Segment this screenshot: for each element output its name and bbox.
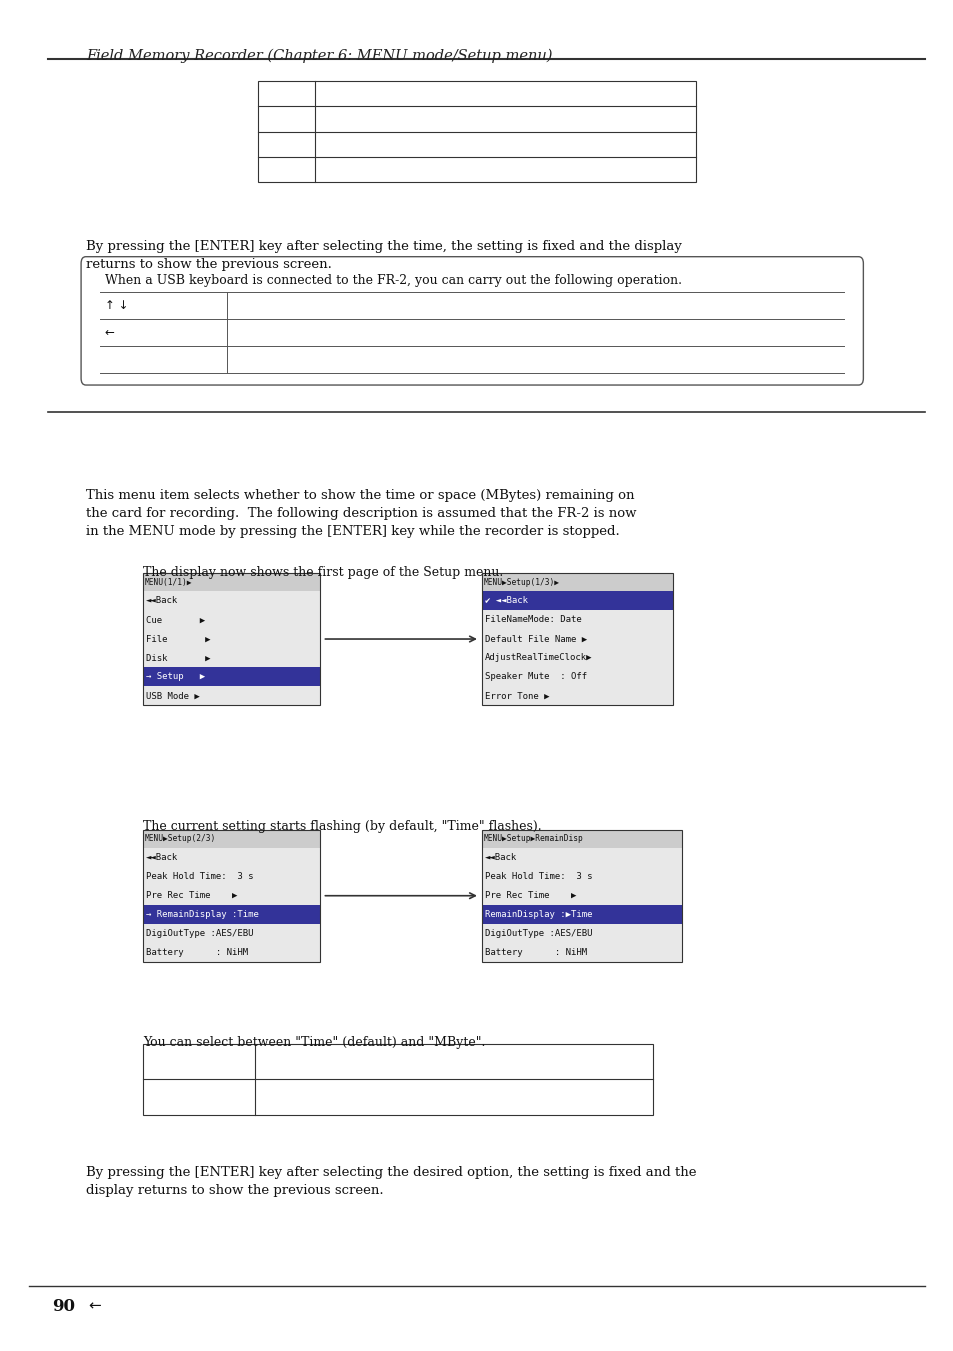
Text: This menu item selects whether to show the time or space (MBytes) remaining on
t: This menu item selects whether to show t… xyxy=(86,489,636,538)
Text: ←: ← xyxy=(105,326,114,339)
Bar xyxy=(143,573,319,705)
Bar xyxy=(481,830,681,848)
Text: Disk       ▶: Disk ▶ xyxy=(146,654,211,662)
Text: Peak Hold Time:  3 s: Peak Hold Time: 3 s xyxy=(484,871,592,881)
Text: By pressing the [ENTER] key after selecting the time, the setting is fixed and t: By pressing the [ENTER] key after select… xyxy=(86,240,681,272)
Text: The display now shows the first page of the Setup menu.: The display now shows the first page of … xyxy=(143,566,503,580)
Text: ←: ← xyxy=(89,1298,101,1315)
Text: MENU▶Setup(2/3): MENU▶Setup(2/3) xyxy=(145,835,216,843)
Bar xyxy=(143,830,319,962)
Text: → Setup   ▶: → Setup ▶ xyxy=(146,673,205,681)
Bar xyxy=(481,830,681,962)
Text: MENU▶Setup▶RemainDisp: MENU▶Setup▶RemainDisp xyxy=(483,835,583,843)
Text: DigiOutType :AES/EBU: DigiOutType :AES/EBU xyxy=(146,929,253,938)
Bar xyxy=(481,573,672,705)
Bar xyxy=(143,830,319,962)
Bar xyxy=(481,573,672,592)
Bar xyxy=(481,830,681,962)
Text: ◄◄Back: ◄◄Back xyxy=(146,596,178,605)
Bar xyxy=(143,905,319,924)
Text: MENU▶Setup(1/3)▶: MENU▶Setup(1/3)▶ xyxy=(483,578,559,586)
Text: USB Mode ▶: USB Mode ▶ xyxy=(146,692,199,700)
Text: → RemainDisplay :Time: → RemainDisplay :Time xyxy=(146,911,258,919)
Text: ◄◄Back: ◄◄Back xyxy=(146,852,178,862)
Text: Error Tone ▶: Error Tone ▶ xyxy=(484,692,549,700)
Text: By pressing the [ENTER] key after selecting the desired option, the setting is f: By pressing the [ENTER] key after select… xyxy=(86,1166,696,1197)
Text: ↑ ↓: ↑ ↓ xyxy=(105,299,129,312)
Text: ◄◄Back: ◄◄Back xyxy=(484,852,517,862)
Text: FileNameMode: Date: FileNameMode: Date xyxy=(484,615,580,624)
Text: Speaker Mute  : Off: Speaker Mute : Off xyxy=(484,673,586,681)
Text: ✔ ◄◄Back: ✔ ◄◄Back xyxy=(484,596,527,605)
Text: You can select between "Time" (default) and "MByte".: You can select between "Time" (default) … xyxy=(143,1036,485,1050)
Text: Battery      : NiHM: Battery : NiHM xyxy=(146,948,248,957)
Text: Default File Name ▶: Default File Name ▶ xyxy=(484,635,586,643)
Text: Peak Hold Time:  3 s: Peak Hold Time: 3 s xyxy=(146,871,253,881)
Text: Battery      : NiHM: Battery : NiHM xyxy=(484,948,586,957)
Bar xyxy=(481,905,681,924)
Text: File       ▶: File ▶ xyxy=(146,635,211,643)
Text: RemainDisplay :▶Time: RemainDisplay :▶Time xyxy=(484,911,592,919)
Bar xyxy=(143,1044,653,1115)
Text: DigiOutType :AES/EBU: DigiOutType :AES/EBU xyxy=(484,929,592,938)
Text: Pre Rec Time    ▶: Pre Rec Time ▶ xyxy=(484,892,576,900)
Text: AdjustRealTimeClock▶: AdjustRealTimeClock▶ xyxy=(484,654,592,662)
Text: The current setting starts flashing (by default, "Time" flashes).: The current setting starts flashing (by … xyxy=(143,820,541,834)
Bar xyxy=(257,81,696,182)
Bar xyxy=(143,667,319,686)
Text: Cue       ▶: Cue ▶ xyxy=(146,615,205,624)
Text: When a USB keyboard is connected to the FR-2, you can carry out the following op: When a USB keyboard is connected to the … xyxy=(105,274,681,288)
Bar xyxy=(143,830,319,848)
Text: 90: 90 xyxy=(52,1298,75,1315)
Text: Field Memory Recorder (Chapter 6: MENU mode/Setup menu): Field Memory Recorder (Chapter 6: MENU m… xyxy=(86,49,552,63)
FancyBboxPatch shape xyxy=(81,257,862,385)
Text: MENU(1/1)▶: MENU(1/1)▶ xyxy=(145,578,193,586)
Bar xyxy=(143,573,319,705)
Bar xyxy=(143,573,319,592)
Bar xyxy=(481,592,672,611)
Bar xyxy=(481,573,672,705)
Text: Pre Rec Time    ▶: Pre Rec Time ▶ xyxy=(146,892,237,900)
